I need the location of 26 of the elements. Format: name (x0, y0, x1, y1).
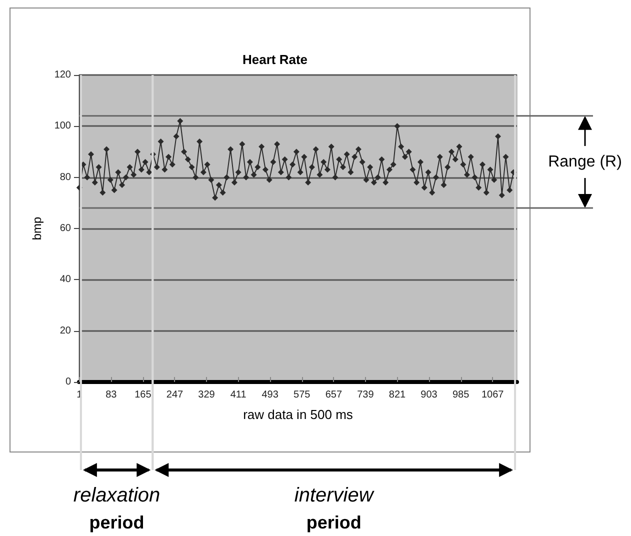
x-tick-label: 165 (134, 390, 152, 400)
x-tick-label: 985 (452, 390, 470, 400)
x-tick-label: 657 (325, 390, 342, 400)
x-tick-label: 329 (198, 390, 216, 400)
y-tick-label: 0 (65, 376, 72, 388)
y-axis-title: bmp (30, 216, 44, 240)
x-tick-label: 247 (166, 390, 184, 400)
x-tick-label: 1067 (481, 390, 504, 400)
y-tick-label: 40 (60, 274, 72, 286)
x-tick-label: 821 (388, 390, 406, 400)
x-tick-label: 739 (357, 390, 374, 400)
x-tick-label: 575 (294, 390, 311, 400)
x-tick-label: 493 (262, 390, 279, 400)
text: relaxation period (73, 484, 160, 532)
chart-title: Heart Rate (242, 52, 308, 67)
x-tick-label: 411 (230, 390, 247, 400)
y-tick-label: 100 (54, 120, 72, 132)
y-tick-label: 80 (60, 172, 72, 183)
y-tick-label: 120 (54, 70, 72, 80)
text: interview period (294, 484, 375, 532)
y-tick-label: 60 (60, 223, 72, 234)
x-axis-title: raw data in 500 ms (243, 407, 354, 422)
x-tick-label: 903 (420, 390, 438, 400)
y-tick-label: 20 (60, 325, 72, 336)
text: Range (R) (548, 153, 622, 170)
x-tick-label: 83 (106, 390, 118, 400)
